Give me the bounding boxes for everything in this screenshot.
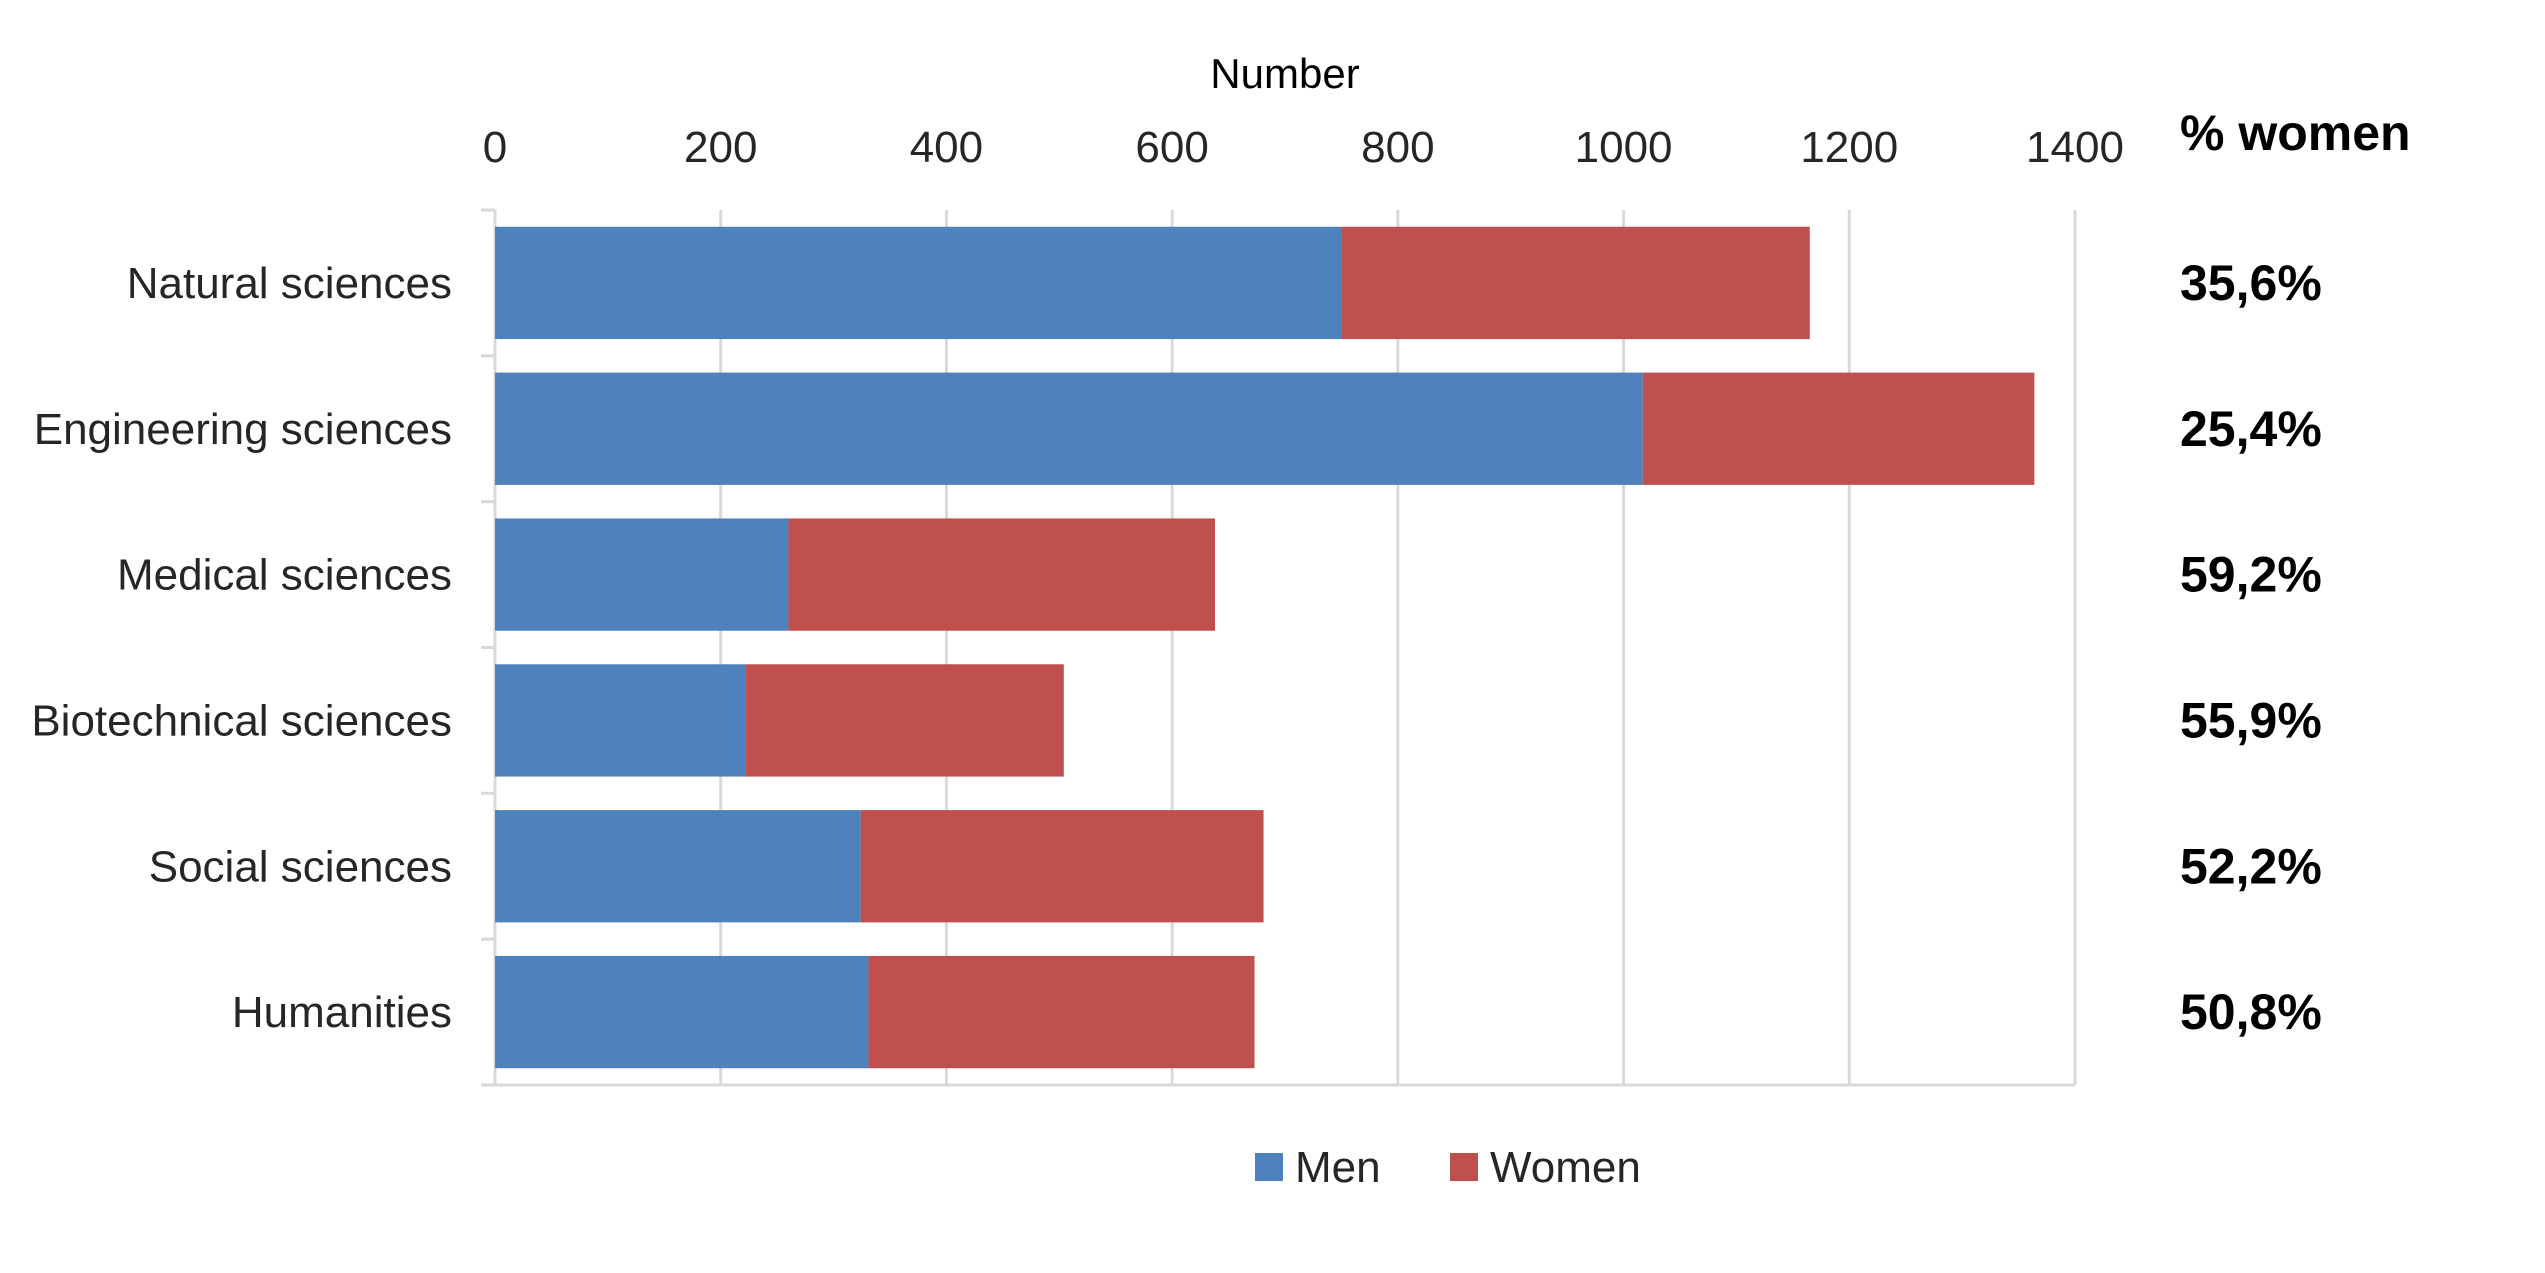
bar-men bbox=[495, 226, 1342, 340]
percent-women-value: 52,2% bbox=[2180, 838, 2322, 894]
bar-women bbox=[1341, 226, 1810, 340]
category-label: Social sciences bbox=[149, 842, 452, 891]
bar-women bbox=[745, 664, 1064, 777]
percent-women-value: 55,9% bbox=[2180, 692, 2322, 748]
bar-women bbox=[788, 518, 1216, 631]
gridlines bbox=[493, 210, 2077, 1085]
bar-women bbox=[868, 955, 1255, 1069]
x-tick-label: 800 bbox=[1361, 123, 1434, 172]
percent-women-value: 25,4% bbox=[2180, 401, 2322, 457]
legend-label-women: Women bbox=[1490, 1143, 1641, 1192]
axes bbox=[481, 208, 2075, 1087]
x-tick-label: 1200 bbox=[1800, 123, 1898, 172]
category-label: Natural sciences bbox=[127, 259, 452, 308]
category-label: Medical sciences bbox=[117, 551, 452, 600]
bar-men bbox=[495, 518, 789, 631]
bar-men bbox=[495, 664, 746, 777]
x-tick-label: 0 bbox=[483, 123, 507, 172]
legend: Men Women bbox=[1255, 1143, 1641, 1192]
x-tick-label: 1000 bbox=[1575, 123, 1673, 172]
percent-women-header: % women bbox=[2180, 105, 2411, 161]
percent-women-value: 50,8% bbox=[2180, 984, 2322, 1040]
x-tick-label: 1400 bbox=[2026, 123, 2124, 172]
category-label: Humanities bbox=[232, 988, 452, 1037]
category-label: Engineering sciences bbox=[34, 405, 452, 454]
legend-swatch-women bbox=[1450, 1153, 1478, 1181]
legend-label-men: Men bbox=[1295, 1143, 1381, 1192]
x-tick-label: 600 bbox=[1135, 123, 1208, 172]
percent-women-value: 59,2% bbox=[2180, 547, 2322, 603]
bars bbox=[495, 226, 2035, 1069]
legend-swatch-men bbox=[1255, 1153, 1283, 1181]
bar-women bbox=[860, 810, 1264, 923]
category-label: Biotechnical sciences bbox=[31, 696, 452, 745]
percent-women-value: 35,6% bbox=[2180, 255, 2322, 311]
bar-women bbox=[1642, 372, 2035, 485]
bar-men bbox=[495, 810, 861, 923]
x-axis-title: Number bbox=[1210, 50, 1359, 97]
bar-men bbox=[495, 372, 1643, 485]
bar-men bbox=[495, 955, 869, 1069]
x-tick-label: 400 bbox=[910, 123, 983, 172]
labels: 0 200 400 600 800 1000 1200 1400 Number Natural s… bbox=[31, 50, 2410, 1040]
x-tick-label: 200 bbox=[684, 123, 757, 172]
